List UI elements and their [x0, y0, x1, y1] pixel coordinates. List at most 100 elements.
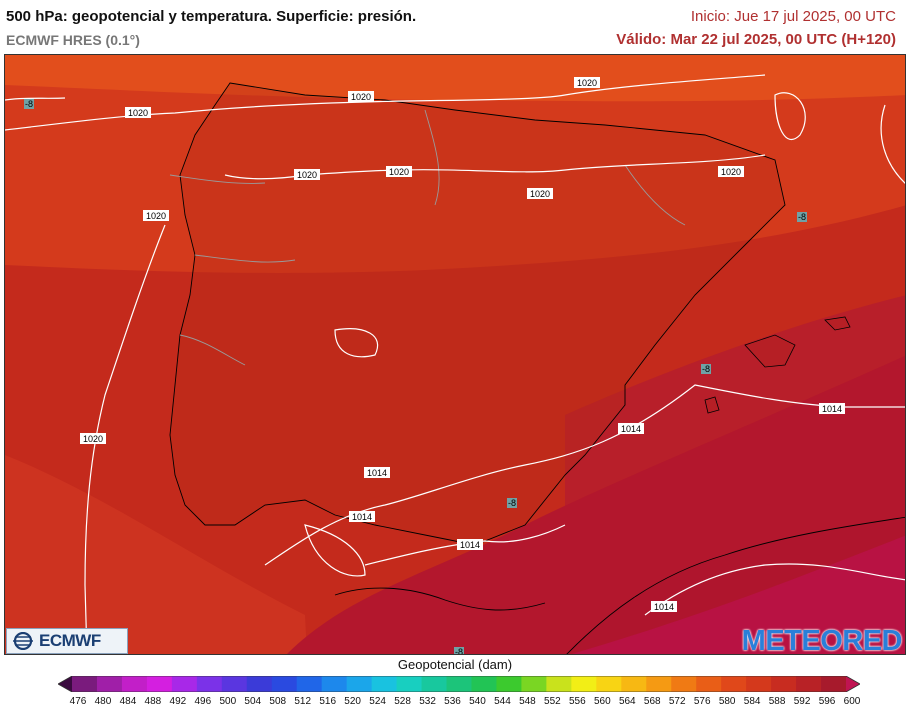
colorbar-segment [246, 676, 273, 692]
colorbar-segment [271, 676, 298, 692]
colorbar [58, 676, 860, 692]
colorbar-segment [121, 676, 148, 692]
colorbar-tick-label: 476 [69, 696, 87, 707]
isobar-label: 1014 [621, 424, 641, 434]
isobar-labels: 1020 1020 1020 1020 1020 1020 1020 1020 … [80, 77, 845, 612]
isobar-label: 1020 [577, 78, 597, 88]
colorbar-tick-label: 516 [319, 696, 337, 707]
morocco-coast [334, 587, 546, 611]
colorbar-segment [72, 676, 98, 692]
colorbar-tick-label: 492 [169, 696, 187, 707]
legend-title: Geopotencial (dam) [397, 657, 513, 672]
isobars [5, 74, 905, 654]
colorbar-tick-label: 588 [768, 696, 786, 707]
isobar-label: 1020 [297, 170, 317, 180]
colorbar-segment [646, 676, 672, 692]
colorbar-tick-label: 508 [269, 696, 287, 707]
isobar-label: 1020 [128, 108, 148, 118]
balearic-islands [744, 334, 796, 368]
colorbar-segment [471, 676, 497, 692]
colorbar-segment [296, 676, 323, 692]
colorbar-tick-label: 568 [643, 696, 661, 707]
colorbar-tick-label: 584 [743, 696, 761, 707]
colorbar-tick-label: 504 [244, 696, 262, 707]
temp-label: -8 [455, 647, 463, 655]
colorbar-segment [621, 676, 647, 692]
colorbar-tick-label: 500 [219, 696, 237, 707]
colorbar-tick-label: 544 [494, 696, 511, 707]
colorbar-tick-label: 596 [818, 696, 836, 707]
band-592b [287, 355, 905, 654]
ecmwf-emblem-icon [13, 632, 33, 650]
colorbar-segment [746, 676, 772, 692]
colorbar-tick-label: 496 [194, 696, 212, 707]
colorbar-segment [96, 676, 123, 692]
colorbar-segment [821, 676, 847, 692]
colorbar-segment [796, 676, 822, 692]
isobar-label: 1014 [367, 468, 387, 478]
ibiza [704, 396, 720, 414]
colorbar-segment [146, 676, 173, 692]
colorbar-tick-label: 576 [693, 696, 711, 707]
isobar-label: 1020 [146, 211, 166, 221]
isobar-label: 1020 [389, 167, 409, 177]
colorbar-tick-label: 592 [793, 696, 811, 707]
colorbar-arrow-left [58, 676, 72, 692]
colorbar-segment [496, 676, 522, 692]
colorbar-tick-label: 480 [94, 696, 112, 707]
colorbar-segment [221, 676, 248, 692]
isobar-label: 1020 [530, 189, 550, 199]
colorbar-segment [421, 676, 448, 692]
model-label: ECMWF HRES (0.1°) [6, 32, 140, 48]
colorbar-tick-label: 484 [119, 696, 137, 707]
temp-label: -8 [25, 99, 33, 109]
map-title: 500 hPa: geopotencial y temperatura. Sup… [6, 8, 417, 25]
colorbar-segment [571, 676, 597, 692]
colorbar-tick-label: 580 [718, 696, 736, 707]
colorbar-tick-label: 488 [144, 696, 162, 707]
colorbar-tick-label: 524 [369, 696, 386, 707]
ecmwf-logo: ECMWF [6, 628, 128, 654]
temp-label: -8 [702, 364, 710, 374]
colorbar-segment [521, 676, 547, 692]
colorbar-tick-label: 548 [519, 696, 536, 707]
meteored-logo: METEORED [741, 625, 903, 657]
isobar-label: 1014 [460, 540, 480, 550]
valid-time: Válido: Mar 22 jul 2025, 00 UTC (H+120) [616, 31, 896, 48]
colorbar-tick-label: 600 [843, 696, 861, 707]
colorbar-ticks: 476 480 484 488 492 496 500 504 508 512 516 520 524 5… [58, 696, 861, 710]
colorbar-segment [196, 676, 223, 692]
colorbar-segment [696, 676, 722, 692]
isobar-label: 1020 [351, 92, 371, 102]
colorbar-segment [596, 676, 622, 692]
band-584 [5, 55, 905, 273]
colorbar-tick-label: 552 [544, 696, 561, 707]
colorbar-segment [671, 676, 697, 692]
colorbar-segment [771, 676, 797, 692]
north-africa [566, 516, 905, 654]
colorbar-segment [546, 676, 572, 692]
colorbar-tick-label: 512 [294, 696, 312, 707]
colorbar-tick-label: 532 [419, 696, 436, 707]
colorbar-segment [721, 676, 747, 692]
colorbar-segment [321, 676, 348, 692]
isobar-label: 1020 [83, 434, 103, 444]
colorbar-segment [396, 676, 423, 692]
colorbar-tick-label: 572 [668, 696, 686, 707]
isobar-label: 1020 [721, 167, 741, 177]
colorbar-tick-label: 520 [344, 696, 361, 707]
colorbar-segment [371, 676, 398, 692]
colorbar-segment [171, 676, 198, 692]
temp-label: -8 [798, 212, 806, 222]
band-596 [571, 535, 905, 654]
colorbar-tick-label: 560 [593, 696, 611, 707]
colorbar-segment [346, 676, 373, 692]
colorbar-tick-label: 528 [394, 696, 411, 707]
colorbar-tick-label: 540 [469, 696, 486, 707]
band-588b [5, 455, 307, 654]
forecast-map[interactable]: 1020 1020 1020 1020 1020 1020 1020 1020 … [4, 54, 906, 655]
admin-borders [169, 109, 686, 366]
colorbar-tick-label: 556 [569, 696, 586, 707]
iberian-peninsula [169, 82, 786, 546]
isobar-label: 1014 [822, 404, 842, 414]
